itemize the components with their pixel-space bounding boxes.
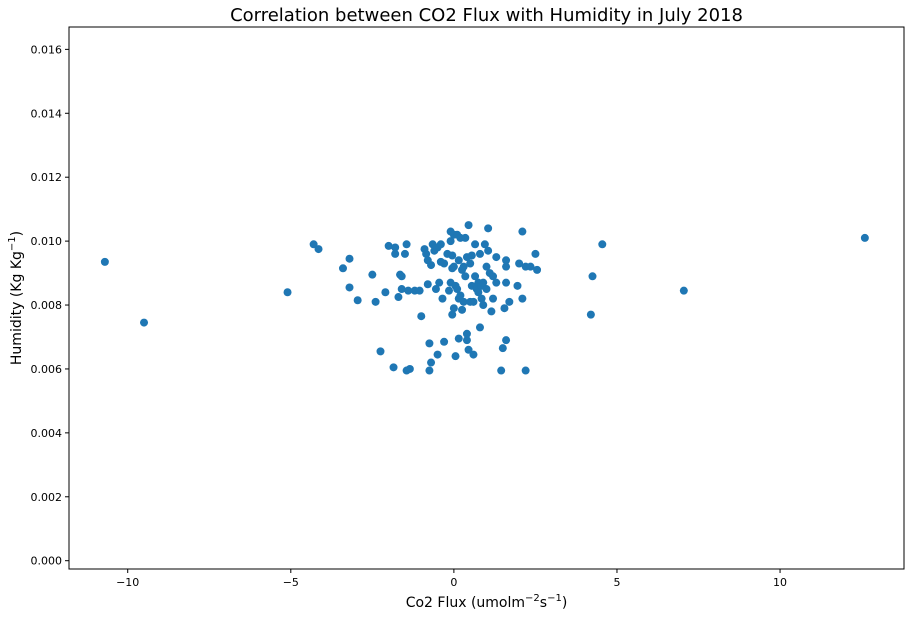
data-point	[101, 258, 109, 266]
data-point	[533, 266, 541, 274]
chart-title: Correlation between CO2 Flux with Humidi…	[230, 5, 743, 26]
data-point	[455, 256, 463, 264]
data-point	[417, 312, 425, 320]
data-point	[452, 352, 460, 360]
data-point	[394, 293, 402, 301]
y-axis-label: Humidity (Kg Kg−1)	[7, 231, 25, 365]
data-point	[376, 347, 384, 355]
data-point	[489, 295, 497, 303]
data-point	[502, 336, 510, 344]
data-point	[861, 234, 869, 242]
data-point	[484, 224, 492, 232]
data-point	[465, 221, 473, 229]
data-point	[448, 251, 456, 259]
data-point	[680, 287, 688, 295]
x-axis: −10 −5 0 5 10	[116, 569, 787, 589]
data-point	[416, 287, 424, 295]
data-point	[487, 307, 495, 315]
data-point	[434, 351, 442, 359]
data-point	[427, 261, 435, 269]
data-point	[425, 339, 433, 347]
x-tick-label: 10	[773, 576, 787, 589]
data-point	[505, 298, 513, 306]
data-point	[427, 359, 435, 367]
y-tick-label: 0.000	[31, 555, 63, 568]
data-point	[522, 367, 530, 375]
data-point	[368, 271, 376, 279]
data-point	[476, 323, 484, 331]
data-point	[461, 234, 469, 242]
data-point	[346, 283, 354, 291]
data-point	[315, 245, 323, 253]
data-point	[458, 306, 466, 314]
y-tick-label: 0.010	[31, 235, 63, 248]
data-point	[440, 259, 448, 267]
data-point	[598, 240, 606, 248]
data-point	[455, 335, 463, 343]
data-point	[390, 363, 398, 371]
data-point	[513, 282, 521, 290]
data-point	[502, 263, 510, 271]
data-point	[381, 288, 389, 296]
data-point	[499, 344, 507, 352]
data-point	[463, 330, 471, 338]
y-axis: 0.000 0.002 0.004 0.006 0.008 0.010 0.012 0.014…	[31, 43, 70, 567]
data-point	[476, 250, 484, 258]
data-point	[497, 367, 505, 375]
data-point	[589, 272, 597, 280]
data-point	[445, 287, 453, 295]
data-point	[587, 311, 595, 319]
y-tick-label: 0.006	[31, 363, 63, 376]
data-point	[437, 240, 445, 248]
y-tick-label: 0.016	[31, 43, 63, 56]
data-point	[391, 250, 399, 258]
x-tick-label: 0	[450, 576, 457, 589]
data-point	[492, 253, 500, 261]
data-point	[339, 264, 347, 272]
data-point	[502, 279, 510, 287]
data-point	[398, 272, 406, 280]
data-point	[466, 259, 474, 267]
y-tick-label: 0.014	[31, 107, 63, 120]
data-point	[471, 240, 479, 248]
data-point	[500, 304, 508, 312]
data-point	[469, 351, 477, 359]
data-point	[284, 288, 292, 296]
data-point	[438, 295, 446, 303]
data-point	[425, 367, 433, 375]
data-point	[479, 301, 487, 309]
data-point	[440, 338, 448, 346]
data-point	[468, 251, 476, 259]
data-point	[483, 285, 491, 293]
data-points	[101, 221, 869, 374]
y-tick-label: 0.008	[31, 299, 63, 312]
y-tick-label: 0.002	[31, 491, 63, 504]
data-point	[372, 298, 380, 306]
x-tick-label: −5	[283, 576, 299, 589]
y-tick-label: 0.012	[31, 171, 63, 184]
data-point	[401, 250, 409, 258]
data-point	[448, 311, 456, 319]
data-point	[484, 247, 492, 255]
x-axis-label: Co2 Flux (umolm−2s−1)	[406, 593, 568, 611]
data-point	[140, 319, 148, 327]
data-point	[518, 228, 526, 236]
data-point	[346, 255, 354, 263]
data-point	[424, 280, 432, 288]
data-point	[435, 279, 443, 287]
data-point	[403, 367, 411, 375]
data-point	[518, 295, 526, 303]
x-tick-label: −10	[116, 576, 139, 589]
data-point	[403, 240, 411, 248]
data-point	[461, 272, 469, 280]
data-point	[531, 250, 539, 258]
data-point	[354, 296, 362, 304]
data-point	[469, 298, 477, 306]
data-point	[450, 263, 458, 271]
data-point	[492, 279, 500, 287]
y-tick-label: 0.004	[31, 427, 63, 440]
plot-area	[69, 27, 904, 569]
x-tick-label: 5	[613, 576, 620, 589]
